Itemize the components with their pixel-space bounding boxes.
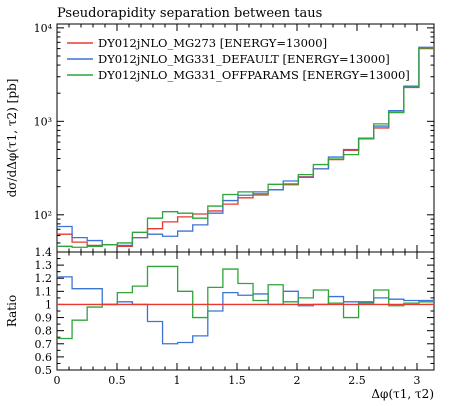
legend-label-1: DY012jNLO_MG331_DEFAULT [ENERGY=13000] <box>98 52 390 66</box>
ratio-y-tick-label: 1.4 <box>35 246 53 259</box>
ratio-series-group <box>57 265 434 345</box>
x-tick-label: 0 <box>54 374 61 387</box>
x-tick-label: 1.5 <box>228 374 246 387</box>
ratio-y-tick-label: 1.2 <box>35 272 53 285</box>
main-axis-ticks: 10² 10³ 10⁴ <box>34 22 434 253</box>
main-series-line-2 <box>57 47 434 248</box>
ratio-y-tick-label: 0.9 <box>35 312 53 325</box>
legend: DY012jNLO_MG273 [ENERGY=13000] DY012jNLO_… <box>67 36 410 82</box>
main-y-tick-label: 10⁴ <box>34 22 53 35</box>
ratio-y-tick-label: 1.1 <box>35 285 53 298</box>
ratio-y-tick-label: 0.8 <box>35 325 53 338</box>
ratio-series-line-2 <box>57 265 434 340</box>
x-tick-label: 3 <box>414 374 421 387</box>
ratio-y-tick-label: 0.6 <box>35 351 53 364</box>
main-y-tick-label: 10² <box>34 209 52 222</box>
legend-label-0: DY012jNLO_MG273 [ENERGY=13000] <box>98 36 327 50</box>
ratio-series-line-1 <box>57 276 434 345</box>
x-axis-label: Δφ(τ1, τ2) <box>371 387 434 401</box>
x-tick-label: 1 <box>174 374 181 387</box>
ratio-axis-ticks: 0 0.5 1 1.5 2 2.5 30.50.60.70.80.911.11.21.31.… <box>35 246 434 387</box>
main-y-tick-label: 10³ <box>34 115 52 128</box>
ratio-plot-frame <box>56 251 435 371</box>
ratio-y-tick-label: 1.3 <box>35 259 53 272</box>
main-y-axis-label: dσ/dΔφ(τ1, τ2) [pb] <box>5 79 19 198</box>
legend-label-2: DY012jNLO_MG331_OFFPARAMS [ENERGY=13000] <box>98 68 410 82</box>
ratio-y-tick-label: 1 <box>45 298 52 311</box>
ratio-y-tick-label: 0.7 <box>35 338 53 351</box>
x-tick-label: 2.5 <box>348 374 366 387</box>
x-tick-label: 2 <box>294 374 301 387</box>
ratio-y-axis-label: Ratio <box>5 295 19 327</box>
ratio-y-tick-label: 0.5 <box>35 364 53 377</box>
main-series-group <box>57 46 434 248</box>
main-plot-title: Pseudorapidity separation between taus <box>57 6 322 21</box>
x-tick-label: 0.5 <box>108 374 126 387</box>
